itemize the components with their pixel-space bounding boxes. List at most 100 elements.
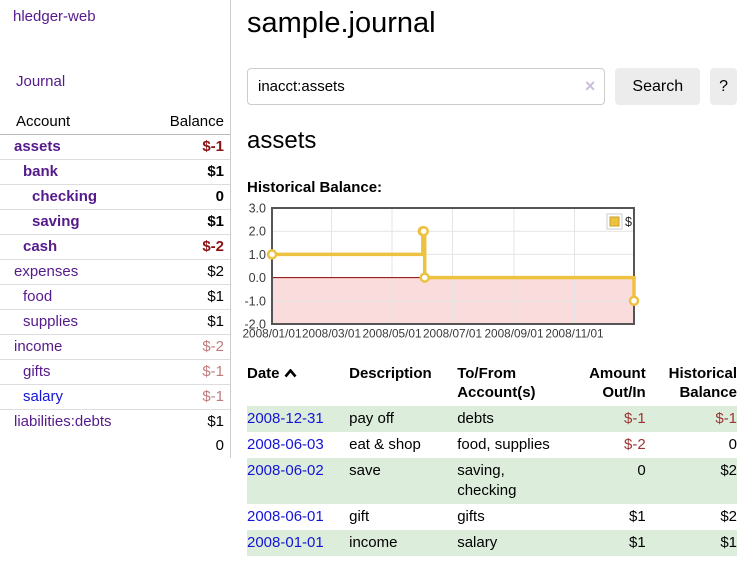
account-balance: $1: [207, 413, 224, 430]
sidebar-account-link[interactable]: assets: [14, 138, 61, 155]
account-row: saving $1: [0, 209, 230, 235]
search-box: ×: [247, 68, 606, 105]
svg-text:2008/03/01: 2008/03/01: [302, 327, 361, 341]
accounts-total-row: 0: [0, 434, 230, 458]
transaction-description: gift: [349, 508, 370, 525]
table-row: 2008-06-03 eat & shop food, supplies $-2 0: [247, 432, 737, 458]
svg-text:2.0: 2.0: [249, 225, 266, 239]
clear-search-icon[interactable]: ×: [584, 76, 596, 96]
svg-text:2008/07/01: 2008/07/01: [423, 327, 482, 341]
account-row: expenses $2: [0, 259, 230, 285]
table-row: 2008-06-02 save saving, checking 0 $2: [247, 458, 737, 504]
account-balance: 0: [215, 188, 224, 205]
transaction-accounts: debts: [457, 410, 494, 427]
register-header-row: Date Description To/From Account(s) Amou…: [247, 364, 737, 406]
sidebar-account-link[interactable]: expenses: [14, 263, 79, 280]
account-balance: $-2: [202, 238, 224, 255]
svg-text:2008/11/01: 2008/11/01: [545, 327, 603, 341]
account-balance: $1: [207, 163, 224, 180]
register-header-accounts: To/From Account(s): [457, 365, 536, 401]
sidebar-account-link[interactable]: liabilities:debts: [14, 413, 112, 430]
account-row: liabilities:debts $1: [0, 409, 230, 435]
sidebar-account-link[interactable]: income: [14, 338, 63, 355]
account-balance: $1: [207, 213, 224, 230]
svg-text:3.0: 3.0: [249, 202, 266, 216]
transaction-date-link[interactable]: 2008-06-02: [247, 462, 324, 479]
search-form: × Search ?: [247, 68, 737, 105]
account-balance: $-2: [202, 338, 224, 355]
table-row: 2008-12-31 pay off debts $-1 $-1: [247, 406, 737, 432]
transaction-date-cell: 2008-06-03: [247, 432, 349, 458]
transaction-description: eat & shop: [349, 436, 421, 453]
transaction-accounts: food, supplies: [457, 436, 550, 453]
transaction-balance: $1: [720, 534, 737, 551]
main-content: sample.journal × Search ? assets Histori…: [231, 0, 742, 556]
transaction-date-cell: 2008-06-02: [247, 458, 349, 504]
transaction-balance: $-1: [715, 410, 737, 427]
transaction-amount: $-1: [624, 410, 646, 427]
transaction-balance: $2: [720, 508, 737, 525]
help-button[interactable]: ?: [710, 68, 737, 105]
sidebar-account-link[interactable]: cash: [23, 238, 58, 255]
svg-text:-2.0: -2.0: [244, 318, 266, 332]
svg-text:0.0: 0.0: [249, 271, 266, 285]
sidebar-account-link[interactable]: gifts: [23, 363, 51, 380]
account-row: checking 0: [0, 184, 230, 210]
chart-label: Historical Balance:: [247, 179, 383, 196]
svg-text:1.0: 1.0: [249, 248, 266, 262]
sidebar-account-link[interactable]: supplies: [23, 313, 79, 330]
sidebar-account-link[interactable]: food: [23, 288, 53, 305]
accounts-table: Account Balance assets $-1 bank $1 checking 0…: [0, 110, 230, 458]
sidebar-account-link[interactable]: saving: [32, 213, 80, 230]
transaction-date-cell: 2008-12-31: [247, 406, 349, 432]
account-heading: assets: [247, 127, 317, 154]
sidebar-item-journal[interactable]: Journal: [16, 73, 66, 90]
transaction-date-cell: 2008-06-01: [247, 504, 349, 530]
account-balance: $-1: [202, 388, 224, 405]
account-balance: $2: [207, 263, 224, 280]
account-row: gifts $-1: [0, 359, 230, 385]
sidebar-account-link[interactable]: checking: [32, 188, 98, 205]
account-balance: $1: [207, 288, 224, 305]
transaction-date-link[interactable]: 2008-01-01: [247, 534, 324, 551]
transaction-date-link[interactable]: 2008-12-31: [247, 410, 324, 427]
accounts-total-balance: 0: [215, 437, 224, 454]
accounts-header-row: Account Balance: [0, 110, 230, 135]
account-row: cash $-2: [0, 234, 230, 260]
transaction-amount: $-2: [624, 436, 646, 453]
account-balance: $1: [207, 313, 224, 330]
account-row: income $-2: [0, 334, 230, 360]
table-row: 2008-06-01 gift gifts $1 $2: [247, 504, 737, 530]
sidebar-account-link[interactable]: bank: [23, 163, 59, 180]
account-row: bank $1: [0, 159, 230, 185]
account-balance: $-1: [202, 138, 224, 155]
search-input[interactable]: [247, 68, 606, 105]
account-row: salary $-1: [0, 384, 230, 410]
register-table: Date Description To/From Account(s) Amou…: [247, 364, 737, 556]
register-header-description: Description: [349, 365, 432, 382]
transaction-date-link[interactable]: 2008-06-01: [247, 508, 324, 525]
accounts-header-account: Account: [0, 110, 150, 135]
search-button[interactable]: Search: [615, 68, 701, 105]
accounts-table-body: assets $-1 bank $1 checking 0 saving $1 cash $-2 e…: [0, 135, 230, 435]
transaction-balance: $2: [720, 462, 737, 479]
transaction-amount: $1: [629, 508, 646, 525]
sidebar-account-link[interactable]: salary: [23, 388, 64, 405]
transaction-description: pay off: [349, 410, 394, 427]
page-title: sample.journal: [247, 7, 436, 39]
table-row: 2008-01-01 income salary $1 $1: [247, 530, 737, 556]
transaction-amount: $1: [629, 534, 646, 551]
register-header-balance: Historical Balance: [668, 365, 737, 401]
register-table-body: 2008-12-31 pay off debts $-1 $-1 2008-06-03 ea…: [247, 406, 737, 556]
transaction-accounts: gifts: [457, 508, 485, 525]
svg-text:2008/01/01: 2008/01/01: [242, 327, 301, 341]
transaction-date-cell: 2008-01-01: [247, 530, 349, 556]
svg-text:2008/09/01: 2008/09/01: [484, 327, 543, 341]
app-brand-link[interactable]: hledger-web: [13, 8, 96, 25]
svg-text:2008/05/01: 2008/05/01: [362, 327, 421, 341]
page: hledger-web Journal Account Balance asse…: [0, 0, 742, 556]
transaction-description: save: [349, 462, 381, 479]
register-header-date[interactable]: Date: [247, 364, 349, 406]
transaction-date-link[interactable]: 2008-06-03: [247, 436, 324, 453]
sidebar: hledger-web Journal Account Balance asse…: [0, 0, 231, 458]
